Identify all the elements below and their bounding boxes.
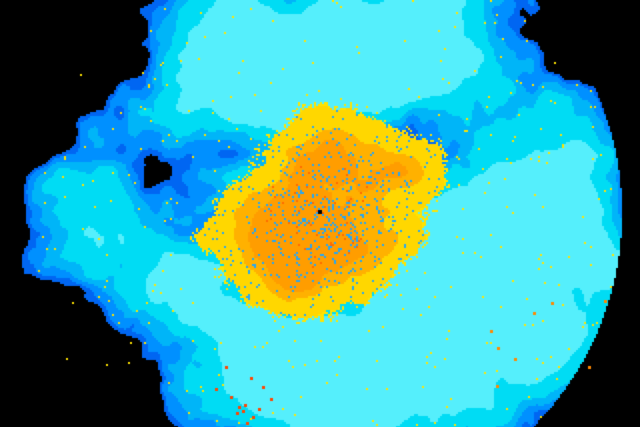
radar-reflectivity-canvas xyxy=(0,0,640,427)
radar-display xyxy=(0,0,640,427)
